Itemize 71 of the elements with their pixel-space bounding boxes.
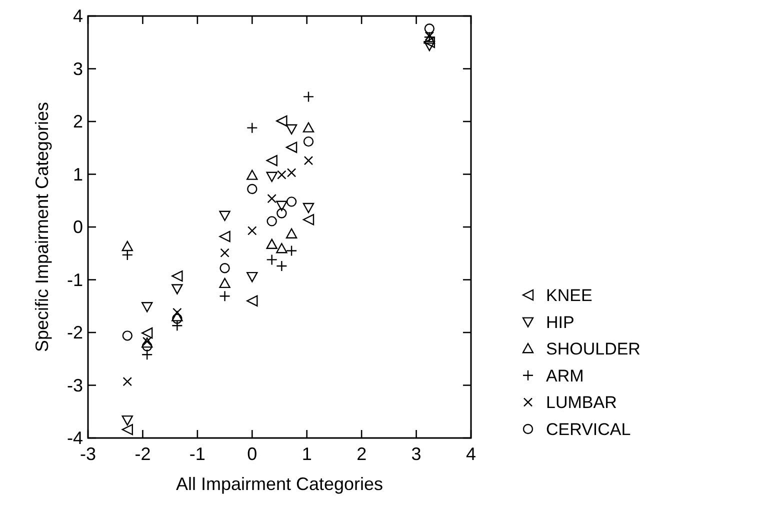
y-tick-label: 0: [72, 217, 83, 237]
point: [248, 226, 257, 236]
point: [266, 172, 278, 182]
point: [424, 40, 436, 52]
point: [122, 424, 133, 436]
x-tick-label: 3: [411, 444, 422, 464]
point: [286, 245, 298, 256]
point: [424, 36, 436, 48]
point: [220, 248, 230, 258]
y-tick-label: 3: [72, 58, 83, 79]
y-tick-label: 4: [72, 6, 83, 26]
point: [302, 122, 314, 132]
y-tick-label: -2: [66, 322, 83, 342]
point: [266, 216, 277, 226]
point: [302, 202, 314, 214]
point: [286, 196, 297, 207]
point: [122, 240, 133, 252]
x-tick-label: -1: [189, 444, 206, 464]
x-tick-label: 4: [466, 444, 476, 464]
point: [122, 330, 132, 341]
point: [246, 295, 258, 306]
point: [172, 308, 182, 318]
point: [286, 228, 298, 238]
legend-label: KNEE: [546, 286, 592, 305]
y-tick-label: -3: [66, 375, 83, 396]
point: [276, 243, 288, 254]
point: [304, 156, 314, 166]
point: [303, 136, 314, 147]
point: [266, 154, 278, 166]
y-axis-title: Specific Impairment Categories: [32, 102, 52, 352]
point: [267, 194, 276, 204]
point: [266, 238, 278, 250]
point: [424, 24, 435, 34]
point: [172, 314, 182, 324]
point: [172, 284, 183, 294]
x-tick-label: 2: [356, 444, 367, 464]
point: [219, 210, 230, 221]
x-tick-label: 1: [302, 444, 312, 464]
point: [219, 278, 230, 288]
point: [276, 208, 287, 218]
point: [172, 270, 183, 282]
point: [122, 415, 133, 426]
point: [247, 184, 258, 194]
x-tick-label: -2: [134, 444, 151, 464]
point: [122, 376, 132, 386]
point: [276, 200, 288, 211]
point: [276, 115, 288, 127]
point: [219, 230, 230, 242]
point: [246, 170, 258, 180]
legend-label: CERVICAL: [546, 420, 631, 439]
point: [302, 214, 314, 226]
point: [141, 327, 153, 339]
legend-label: ARM: [546, 366, 584, 386]
legend-label: SHOULDER: [546, 340, 640, 359]
y-tick-label: -4: [66, 428, 83, 448]
legend-label: HIP: [546, 312, 574, 332]
point: [220, 263, 230, 274]
point: [302, 91, 314, 102]
point: [172, 311, 183, 322]
x-tick-label: 0: [247, 444, 258, 464]
x-axis-title: All Impairment Categories: [176, 474, 384, 494]
point: [142, 341, 152, 352]
point: [286, 124, 298, 134]
y-tick-label: -1: [66, 270, 83, 290]
point: [286, 142, 298, 153]
y-tick-label: 1: [72, 164, 83, 184]
y-tick-label: 2: [72, 112, 83, 132]
point: [246, 272, 258, 282]
legend-label: LUMBAR: [546, 393, 617, 412]
point: [141, 302, 153, 312]
point: [276, 260, 288, 272]
